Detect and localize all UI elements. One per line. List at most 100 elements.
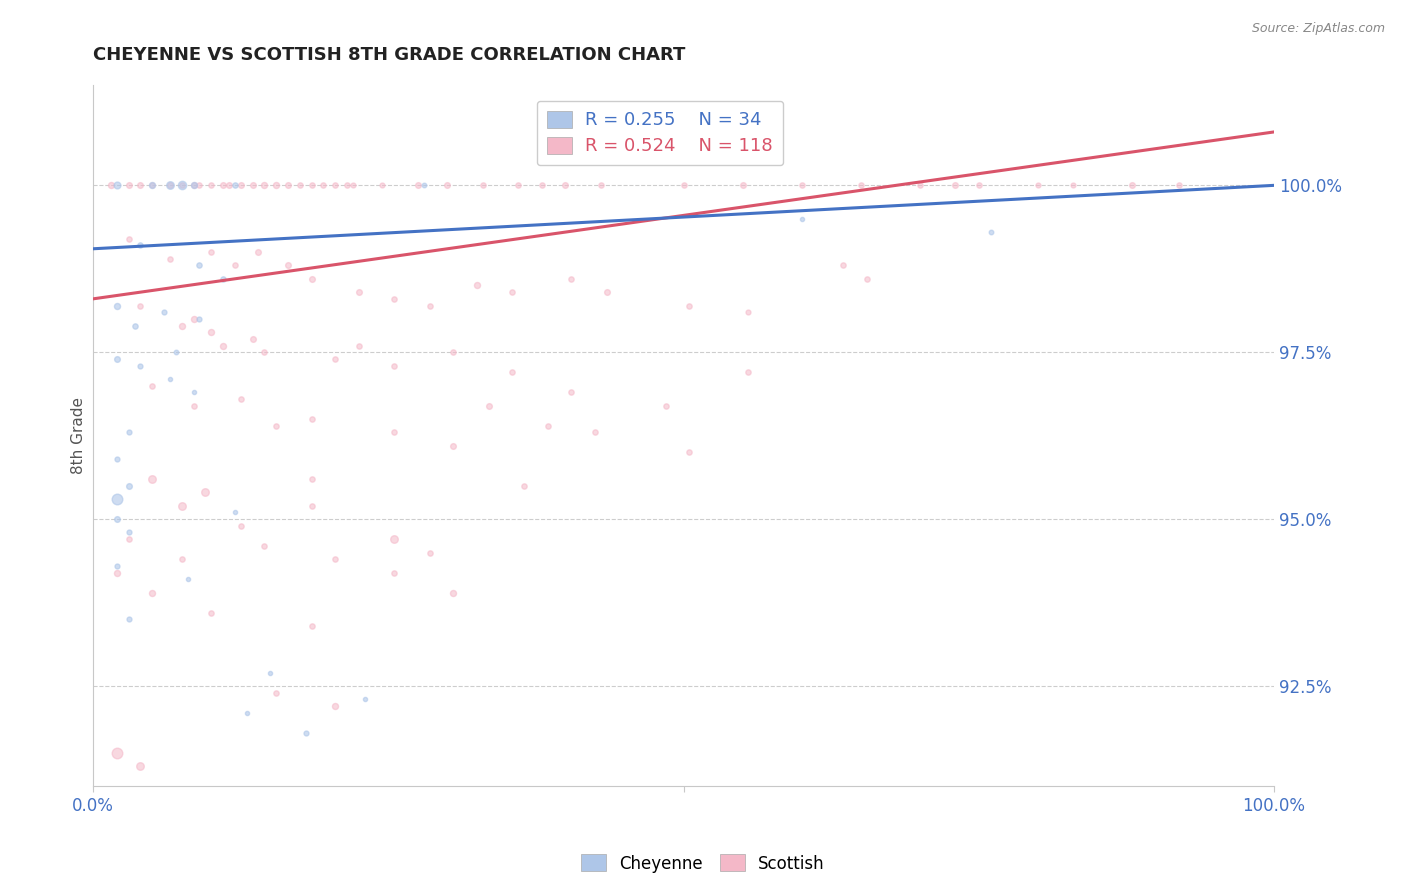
Point bbox=[412, 178, 434, 193]
Point bbox=[141, 178, 163, 193]
Point bbox=[242, 332, 264, 346]
Point bbox=[323, 178, 346, 193]
Text: CHEYENNE VS SCOTTISH 8TH GRADE CORRELATION CHART: CHEYENNE VS SCOTTISH 8TH GRADE CORRELATI… bbox=[93, 46, 686, 64]
Point bbox=[117, 479, 139, 493]
Point bbox=[105, 566, 128, 580]
Point bbox=[513, 479, 536, 493]
Point bbox=[1026, 178, 1049, 193]
Point bbox=[419, 545, 441, 559]
Point bbox=[141, 178, 163, 193]
Point bbox=[441, 439, 464, 453]
Point bbox=[141, 585, 163, 599]
Point bbox=[323, 351, 346, 366]
Point bbox=[353, 692, 375, 706]
Point bbox=[165, 345, 187, 359]
Point bbox=[301, 412, 323, 426]
Point bbox=[170, 552, 193, 566]
Point bbox=[224, 505, 246, 519]
Point bbox=[105, 178, 128, 193]
Point bbox=[967, 178, 990, 193]
Point bbox=[537, 418, 560, 433]
Point bbox=[596, 285, 619, 300]
Point bbox=[170, 499, 193, 513]
Point bbox=[183, 311, 205, 326]
Point bbox=[129, 759, 152, 773]
Point bbox=[277, 259, 299, 273]
Point bbox=[347, 338, 370, 352]
Point bbox=[560, 272, 582, 286]
Point bbox=[117, 425, 139, 440]
Point bbox=[560, 385, 582, 400]
Point bbox=[117, 232, 139, 246]
Point bbox=[129, 299, 152, 313]
Point bbox=[105, 492, 128, 507]
Point bbox=[117, 612, 139, 626]
Point bbox=[264, 686, 287, 700]
Point bbox=[288, 178, 311, 193]
Point bbox=[212, 178, 235, 193]
Point bbox=[471, 178, 494, 193]
Point bbox=[264, 178, 287, 193]
Point bbox=[105, 452, 128, 467]
Point bbox=[312, 178, 335, 193]
Point bbox=[129, 238, 152, 252]
Point bbox=[672, 178, 695, 193]
Point bbox=[508, 178, 530, 193]
Point bbox=[790, 211, 813, 226]
Point bbox=[229, 518, 252, 533]
Point bbox=[200, 178, 222, 193]
Point bbox=[212, 338, 235, 352]
Point bbox=[188, 259, 211, 273]
Point bbox=[183, 178, 205, 193]
Point bbox=[200, 606, 222, 620]
Point bbox=[301, 472, 323, 486]
Point bbox=[301, 272, 323, 286]
Point bbox=[855, 272, 877, 286]
Point bbox=[655, 399, 678, 413]
Point bbox=[441, 345, 464, 359]
Point bbox=[218, 178, 240, 193]
Point bbox=[832, 259, 855, 273]
Point bbox=[141, 378, 163, 392]
Point bbox=[159, 252, 181, 266]
Point bbox=[530, 178, 553, 193]
Point bbox=[336, 178, 359, 193]
Point bbox=[141, 472, 163, 486]
Point bbox=[301, 178, 323, 193]
Point bbox=[159, 178, 181, 193]
Point bbox=[419, 299, 441, 313]
Point bbox=[188, 178, 211, 193]
Point bbox=[382, 292, 405, 306]
Point bbox=[1062, 178, 1084, 193]
Point bbox=[406, 178, 429, 193]
Point bbox=[117, 178, 139, 193]
Point bbox=[200, 325, 222, 339]
Point bbox=[382, 425, 405, 440]
Point bbox=[235, 706, 257, 720]
Y-axis label: 8th Grade: 8th Grade bbox=[72, 397, 86, 475]
Point bbox=[224, 178, 246, 193]
Point bbox=[176, 572, 198, 586]
Point bbox=[247, 245, 270, 260]
Point bbox=[105, 299, 128, 313]
Point bbox=[382, 359, 405, 373]
Point bbox=[737, 365, 759, 379]
Point bbox=[323, 552, 346, 566]
Point bbox=[737, 305, 759, 319]
Point bbox=[1121, 178, 1143, 193]
Point bbox=[153, 305, 176, 319]
Point bbox=[501, 365, 523, 379]
Point bbox=[105, 512, 128, 526]
Point bbox=[259, 665, 281, 680]
Point bbox=[583, 425, 606, 440]
Point bbox=[129, 359, 152, 373]
Point bbox=[253, 539, 276, 553]
Point bbox=[253, 178, 276, 193]
Point bbox=[347, 285, 370, 300]
Point bbox=[188, 311, 211, 326]
Legend: R = 0.255    N = 34, R = 0.524    N = 118: R = 0.255 N = 34, R = 0.524 N = 118 bbox=[537, 101, 783, 165]
Point bbox=[323, 699, 346, 714]
Point bbox=[1168, 178, 1191, 193]
Point bbox=[436, 178, 458, 193]
Point bbox=[678, 445, 700, 459]
